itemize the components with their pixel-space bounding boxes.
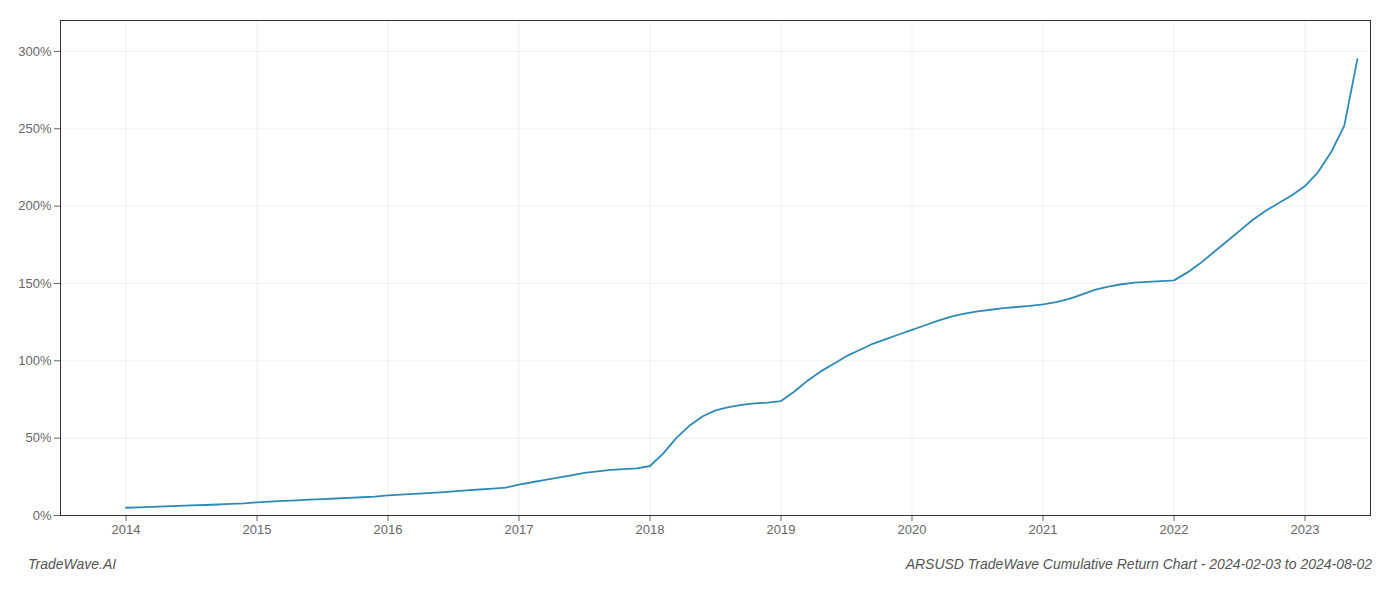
svg-text:2017: 2017 — [505, 522, 534, 537]
svg-text:300%: 300% — [18, 44, 52, 59]
svg-text:2015: 2015 — [243, 522, 272, 537]
svg-text:2014: 2014 — [112, 522, 141, 537]
svg-text:200%: 200% — [18, 198, 52, 213]
svg-text:150%: 150% — [18, 276, 52, 291]
html-text:TradeWave.AI: TradeWave.AI — [28, 556, 117, 572]
svg-text:2019: 2019 — [767, 522, 796, 537]
svg-text:2016: 2016 — [374, 522, 403, 537]
svg-text:250%: 250% — [18, 121, 52, 136]
svg-text:2023: 2023 — [1291, 522, 1320, 537]
svg-text:100%: 100% — [18, 353, 52, 368]
svg-text:2018: 2018 — [636, 522, 665, 537]
svg-text:50%: 50% — [25, 430, 51, 445]
svg-text:2022: 2022 — [1160, 522, 1189, 537]
svg-text:2021: 2021 — [1029, 522, 1058, 537]
svg-text:0%: 0% — [33, 508, 52, 523]
html-text:ARSUSD TradeWave Cumulative Re: ARSUSD TradeWave Cumulative Return Chart… — [905, 556, 1372, 572]
svg-text:2020: 2020 — [898, 522, 927, 537]
